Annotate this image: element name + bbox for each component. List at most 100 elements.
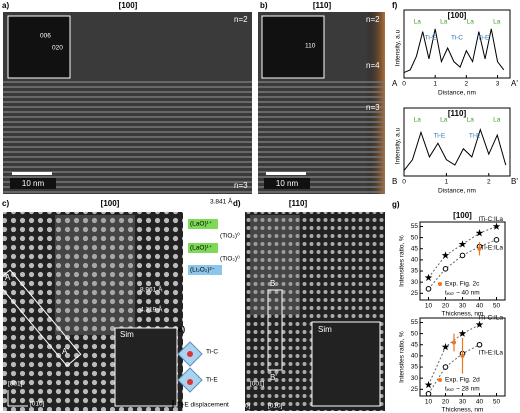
axis-arrows [7, 390, 28, 407]
sim-box [311, 321, 381, 407]
profile-box [0, 269, 82, 367]
peak-label: La [493, 19, 501, 26]
x-tick-label: 0 [402, 81, 406, 88]
panel-label: g) [392, 200, 400, 209]
legend-label: Exp. Fig. 2c [445, 281, 480, 288]
inset-a [7, 15, 71, 79]
site-label: Ti-E [206, 377, 218, 384]
x-tick-label: 40 [476, 399, 484, 406]
profile [403, 128, 507, 171]
site-label: Ti-E [433, 133, 445, 140]
y-tick-label: 30 [411, 375, 419, 382]
plot-frame [403, 9, 511, 79]
line-end: A [5, 273, 11, 282]
x-tick-label: 50 [493, 303, 501, 310]
circle-marker [493, 237, 500, 243]
peak-label: La [467, 19, 475, 26]
layer-label: (LaO)¹⁺ [190, 245, 213, 252]
layer-label: (LaO)¹⁺ [190, 221, 213, 228]
layer-box [188, 243, 218, 253]
axis-label: [001] [250, 381, 265, 388]
profile-box [267, 289, 283, 371]
peak-label: La [414, 19, 422, 26]
panel-label: e) [178, 325, 185, 334]
x-tick-label: 3 [496, 81, 500, 88]
y-axis-label: Intensity, a.u [395, 29, 402, 66]
trend-line [428, 239, 497, 290]
circle-marker [459, 252, 466, 259]
star-marker [424, 273, 433, 281]
annotation: tₑₓₚ ~ 28 nm [445, 386, 480, 393]
layer-label: (TiO₂)⁰ [220, 232, 240, 240]
layer-label: (TiO₂)⁰ [220, 255, 240, 263]
y-axis-label: Intensites ratio, % [399, 331, 406, 383]
x-tick-label: 0 [402, 179, 406, 186]
star-marker [424, 380, 433, 389]
y-tick-label: 30 [411, 279, 419, 286]
y-tick-label: 25 [411, 386, 419, 393]
x-axis-label: Distance, nm [438, 90, 476, 97]
x-tick-label: 2 [465, 81, 469, 88]
x-tick-label: 30 [459, 399, 467, 406]
axis-label: [001] [8, 381, 23, 388]
panel-title: [100] [101, 199, 120, 208]
star-marker [492, 222, 501, 230]
star-marker [458, 240, 467, 248]
panel-label: c) [2, 199, 9, 208]
circle-marker [442, 266, 449, 272]
y-tick-label: 35 [411, 268, 419, 275]
line-end: A' [62, 347, 69, 356]
x-tick-label: 50 [493, 399, 501, 406]
peak-label: La [440, 19, 448, 26]
series-label: ITi-E:ILa [479, 245, 504, 252]
y-tick-label: 35 [411, 364, 419, 371]
x-tick-label: 10 [425, 303, 433, 310]
y-tick-label: 50 [411, 330, 419, 337]
inset-label: 020 [52, 45, 63, 52]
line-end: B' [270, 373, 277, 382]
star-marker [475, 229, 484, 237]
n-label: n=2 [366, 15, 380, 24]
scale-bg [10, 178, 56, 189]
plot-title: [110] [448, 109, 467, 118]
dimension: 3.841 Å [210, 197, 233, 206]
plot-frame [419, 221, 506, 301]
site-label: Ti-E [478, 35, 490, 42]
scale-label: 10 nm [276, 179, 299, 188]
site-label: Ti-C [206, 349, 218, 356]
y-tick-label: 45 [411, 341, 419, 348]
y-axis-label: Intensity, a.u [395, 127, 402, 164]
scale-bar [266, 172, 306, 175]
layer-box [188, 219, 218, 229]
x-tick-label: 40 [476, 303, 484, 310]
y-tick-label: 55 [411, 319, 419, 326]
n-label: n=4 [366, 61, 380, 70]
panel-label: a) [2, 1, 9, 10]
peak-label: La [467, 117, 475, 124]
site-label: Ti-C [451, 35, 463, 42]
circle-marker [425, 390, 432, 397]
y-tick-label: 40 [411, 353, 419, 360]
y-tick-label: 55 [411, 223, 419, 230]
line-end: B [270, 279, 275, 288]
octahedra [177, 341, 203, 393]
dimension: 8.961 Å [140, 285, 163, 294]
exp-marker [452, 340, 456, 345]
dimension: 4.319 Å [140, 305, 163, 314]
x-tick-label: 30 [459, 303, 467, 310]
plot-title: [100] [453, 211, 472, 220]
site-label: Ti-E [469, 133, 481, 140]
x-tick-label: 1 [445, 179, 449, 186]
legend-marker [438, 282, 442, 286]
panel-title: [110] [313, 1, 332, 10]
line-end: B' [511, 177, 518, 186]
plot-frame [403, 107, 511, 177]
ti-site [187, 379, 193, 385]
sim-label: Sim [318, 325, 332, 334]
x-tick-label: 10 [425, 399, 433, 406]
circle-marker [442, 364, 449, 370]
circle-marker [425, 286, 432, 292]
peak-label: La [440, 117, 448, 124]
star-marker [475, 320, 484, 328]
scale-bar [12, 172, 52, 175]
